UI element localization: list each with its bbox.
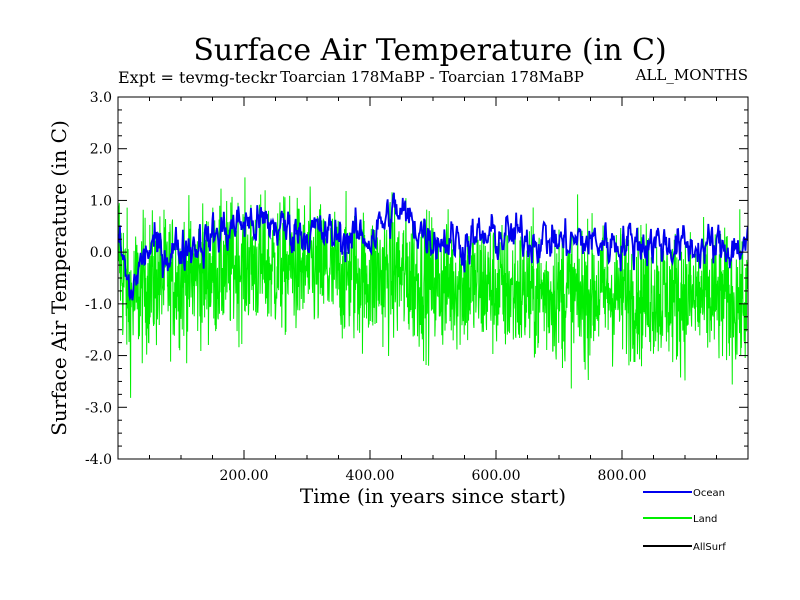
x-axis-label: Time (in years since start): [300, 484, 566, 508]
legend-label-allsurf: AllSurf: [693, 542, 726, 553]
chart-subtitle-right: ALL_MONTHS: [635, 66, 748, 84]
legend: Ocean Land AllSurf: [643, 488, 726, 553]
y-tick-label: 0.0: [90, 245, 112, 261]
series-layer: [118, 177, 748, 398]
x-tick-label: 400.00: [346, 468, 395, 484]
x-tick-label: 800.00: [598, 468, 647, 484]
series-land-line: [118, 177, 748, 398]
chart-title: Surface Air Temperature (in C): [193, 33, 666, 68]
y-tick-label: 1.0: [90, 193, 112, 209]
y-tick-label: 3.0: [90, 90, 112, 106]
axes-layer: 3.0 2.0 1.0 0.0 -1.0 -2.0 -3.0 -4.0 200.00 400.00…: [85, 90, 748, 484]
y-tick-label: -2.0: [85, 349, 112, 365]
y-tick-label: -3.0: [85, 400, 112, 416]
y-tick-label: -4.0: [85, 452, 112, 468]
series-ocean-line: [118, 192, 748, 302]
legend-label-land: Land: [693, 514, 717, 525]
y-tick-label: 2.0: [90, 142, 112, 158]
y-axis-label: Surface Air Temperature (in C): [47, 120, 71, 436]
chart-subtitle-center: Toarcian 178MaBP - Toarcian 178MaBP: [280, 68, 584, 86]
x-tick-label: 600.00: [472, 468, 521, 484]
legend-label-ocean: Ocean: [693, 488, 725, 499]
chart-subtitle-left: Expt = tevmg-teckr: [118, 68, 277, 87]
x-tick-label: 200.00: [220, 468, 269, 484]
y-tick-label: -1.0: [85, 297, 112, 313]
